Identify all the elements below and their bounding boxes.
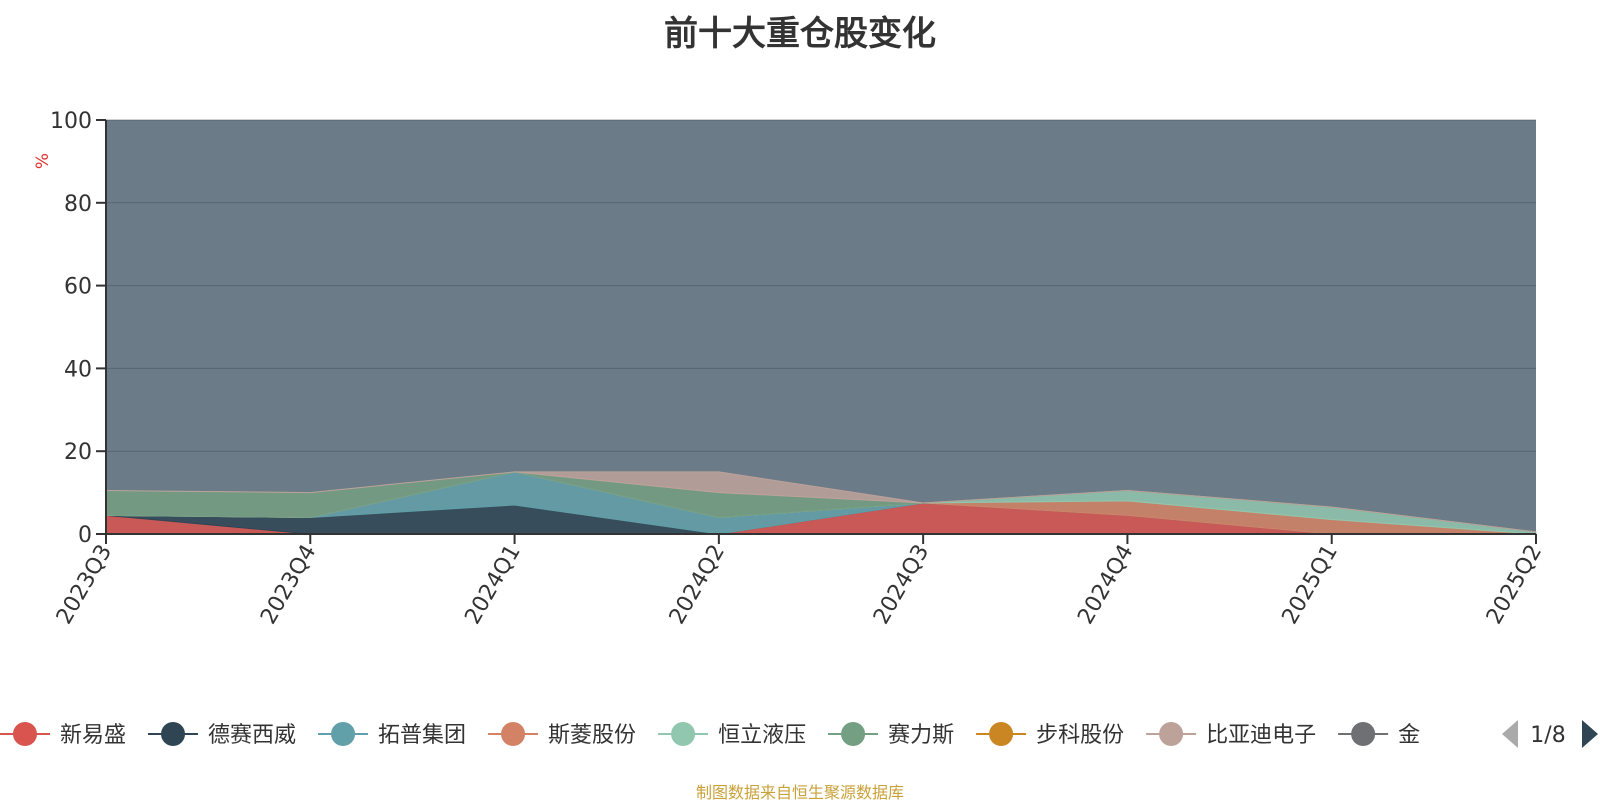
y-tick-label: 60 xyxy=(64,275,92,300)
x-tick-label: 2023Q4 xyxy=(256,541,321,629)
legend: 新易盛 德赛西威 拓普集团 斯菱股份 恒立液压 赛力斯 步科股份 比亚迪电子 金 1/8 xyxy=(0,720,1598,748)
legend-marker xyxy=(161,722,186,746)
y-axis-label: % xyxy=(33,153,53,169)
legend-marker xyxy=(841,722,866,746)
legend-marker xyxy=(1159,722,1184,746)
legend-marker xyxy=(671,722,696,746)
legend-label: 赛力斯 xyxy=(888,723,954,748)
legend-item[interactable]: 金 xyxy=(1338,722,1420,748)
legend-item[interactable]: 恒立液压 xyxy=(658,722,806,748)
area-band-8[interactable] xyxy=(105,471,1537,533)
legend-item[interactable]: 斯菱股份 xyxy=(488,722,636,748)
legend-item[interactable]: 赛力斯 xyxy=(828,722,954,748)
x-tick-label: 2024Q1 xyxy=(460,541,525,629)
legend-label: 金 xyxy=(1398,723,1420,748)
area-bands xyxy=(105,120,1537,535)
y-tick-label: 40 xyxy=(64,357,92,382)
y-tick-label: 80 xyxy=(64,192,92,217)
legend-marker xyxy=(989,722,1014,746)
legend-marker xyxy=(1351,722,1376,746)
legend-page-indicator: 1/8 xyxy=(1530,723,1565,748)
legend-item[interactable]: 新易盛 xyxy=(0,722,126,748)
source-note: 制图数据来自恒生聚源数据库 xyxy=(695,783,904,802)
legend-next-icon[interactable] xyxy=(1582,720,1598,748)
legend-label: 恒立液压 xyxy=(718,723,806,748)
y-tick-label: 20 xyxy=(64,440,92,465)
legend-prev-icon[interactable] xyxy=(1502,720,1518,748)
x-tick-label: 2025Q2 xyxy=(1482,541,1547,629)
remainder-area xyxy=(106,120,1536,534)
chart-title: 前十大重仓股变化 xyxy=(664,14,936,54)
legend-items: 新易盛 德赛西威 拓普集团 斯菱股份 恒立液压 赛力斯 步科股份 比亚迪电子 金 xyxy=(0,722,1420,748)
legend-item[interactable]: 比亚迪电子 xyxy=(1146,722,1316,748)
legend-label: 比亚迪电子 xyxy=(1206,723,1316,748)
legend-label: 拓普集团 xyxy=(378,723,466,748)
legend-label: 步科股份 xyxy=(1036,723,1124,748)
legend-item[interactable]: 德赛西威 xyxy=(148,722,296,748)
legend-item[interactable]: 步科股份 xyxy=(976,722,1124,748)
x-tick-label: 2024Q4 xyxy=(1073,541,1138,629)
y-tick-label: 100 xyxy=(50,109,92,134)
legend-marker xyxy=(331,722,356,746)
legend-marker xyxy=(13,722,37,746)
legend-marker xyxy=(501,722,526,746)
x-tick-label: 2023Q3 xyxy=(52,541,117,629)
x-tick-label: 2025Q1 xyxy=(1278,541,1343,629)
legend-label: 新易盛 xyxy=(60,723,126,748)
legend-label: 斯菱股份 xyxy=(548,723,636,748)
y-tick-label: 0 xyxy=(78,523,92,548)
legend-label: 德赛西威 xyxy=(208,723,296,748)
x-tick-label: 2024Q2 xyxy=(665,541,730,629)
x-tick-label: 2024Q3 xyxy=(869,541,934,629)
legend-item[interactable]: 拓普集团 xyxy=(318,722,466,748)
